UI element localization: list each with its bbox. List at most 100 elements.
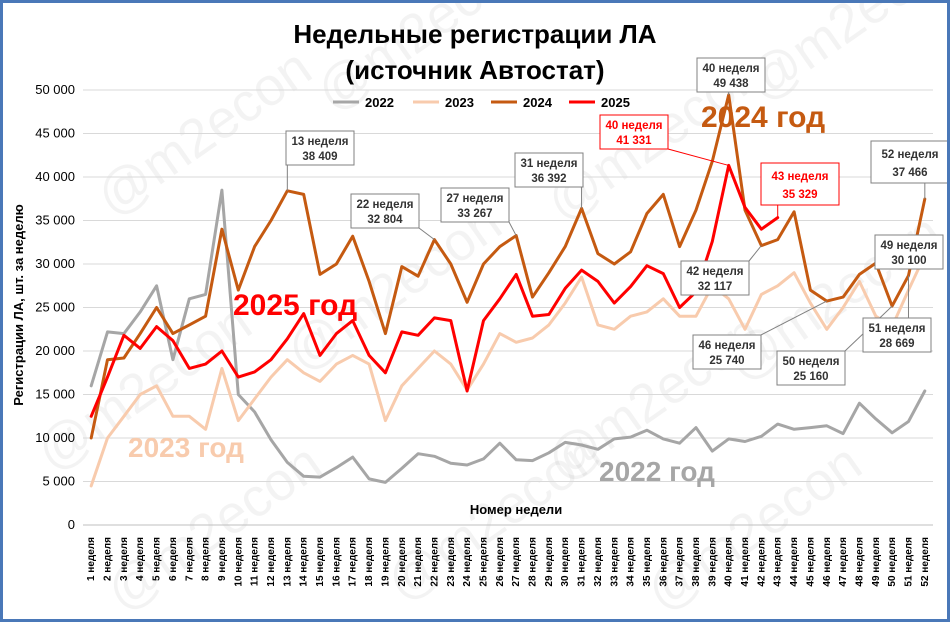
callout-box: [776, 350, 846, 386]
callout-box: [514, 152, 584, 188]
x-tick-label: 16 неделя: [331, 537, 342, 587]
x-tick-label: 3 неделя: [119, 537, 130, 581]
callout-value: 30 100: [891, 255, 926, 267]
callout-value: 25 740: [709, 355, 744, 367]
callout-week: 31 неделя: [520, 158, 577, 170]
y-tick-label: 5 000: [42, 474, 75, 489]
y-tick-label: 10 000: [35, 430, 75, 445]
x-tick-label: 45 неделя: [805, 537, 816, 587]
x-tick-label: 42 неделя: [756, 537, 767, 587]
callout-week: 52 неделя: [881, 149, 938, 161]
x-tick-label: 29 неделя: [544, 537, 555, 587]
callout-box: [870, 140, 947, 184]
x-tick-label: 38 неделя: [691, 537, 702, 587]
legend-entry-2025: 2025: [601, 95, 630, 110]
x-tick-label: 12 неделя: [266, 537, 277, 587]
callout-box: [760, 162, 840, 206]
series-line-2025: [89, 163, 780, 418]
x-tick-label: 15 неделя: [315, 537, 326, 587]
callout-value: 28 669: [879, 338, 914, 350]
x-tick-label: 51 неделя: [903, 537, 914, 587]
y-tick-label: 15 000: [35, 387, 75, 402]
callout-week: 43 неделя: [771, 171, 828, 183]
x-tick-label: 2 неделя: [103, 537, 114, 581]
series-line-2023: [89, 253, 927, 488]
x-tick-label: 43 неделя: [773, 537, 784, 587]
callout-week: 40 неделя: [605, 120, 662, 132]
x-tick-label: 36 неделя: [658, 537, 669, 587]
series-label-2023: 2023 год: [128, 432, 244, 463]
callout-box: [874, 234, 944, 270]
callout-box: [692, 334, 762, 370]
legend-entry-2024: 2024: [523, 95, 553, 110]
callout-week: 40 неделя: [702, 63, 759, 75]
x-tick-label: 34 неделя: [626, 537, 637, 587]
callout-value: 36 392: [531, 173, 566, 185]
series-lines: [89, 93, 927, 488]
callout-box: [440, 187, 510, 223]
callout-week: 22 неделя: [356, 199, 413, 211]
x-tick-label: 7 неделя: [184, 537, 195, 581]
callout-box: [599, 114, 669, 150]
callout-week: 51 неделя: [868, 323, 925, 335]
x-tick-label: 28 неделя: [528, 537, 539, 587]
x-tick-label: 19 неделя: [380, 537, 391, 587]
x-tick-label: 24 неделя: [462, 537, 473, 587]
x-tick-label: 31 неделя: [577, 537, 588, 587]
series-label-2025: 2025 год: [233, 289, 357, 322]
x-tick-label: 13 неделя: [282, 537, 293, 587]
watermark-layer: @m2econ@m2econ@m2econ@m2econ@m2econ@m2ec…: [25, 3, 947, 619]
watermark-text: @m2econ: [735, 3, 947, 113]
x-tick-label: 23 неделя: [446, 537, 457, 587]
x-tick-label: 48 неделя: [854, 537, 865, 587]
callout-value: 32 804: [367, 214, 403, 226]
callout-box: [696, 57, 766, 93]
callout-week: 50 неделя: [782, 356, 839, 368]
x-tick-label: 21 неделя: [413, 537, 424, 587]
x-tick-label: 39 неделя: [707, 537, 718, 587]
callout-value: 33 267: [457, 208, 492, 220]
callout-week: 46 неделя: [698, 340, 755, 352]
callout-value: 38 409: [302, 151, 337, 163]
x-tick-label: 8 неделя: [201, 537, 212, 581]
x-tick-label: 1 неделя: [86, 537, 97, 581]
callout-value: 32 117: [698, 281, 733, 293]
x-tick-label: 49 неделя: [871, 537, 882, 587]
series-label-2022: 2022 год: [599, 456, 715, 487]
x-tick-label: 40 неделя: [724, 537, 735, 587]
callout-value: 41 331: [616, 135, 652, 147]
x-tick-label: 5 неделя: [152, 537, 163, 581]
callout-value: 49 438: [713, 78, 749, 90]
x-tick-label: 20 неделя: [397, 537, 408, 587]
callout-week: 42 неделя: [686, 266, 743, 278]
chart-title: Недельные регистрации ЛА: [293, 19, 656, 49]
legend-entry-2023: 2023: [445, 95, 474, 110]
callout-leader: [760, 300, 827, 336]
callout-box: [350, 193, 420, 229]
x-tick-label: 44 неделя: [789, 537, 800, 587]
x-tick-label: 32 неделя: [593, 537, 604, 587]
y-tick-label: 25 000: [35, 300, 75, 315]
callout-value: 25 160: [793, 371, 828, 383]
x-tick-label: 46 неделя: [822, 537, 833, 587]
chart-subtitle: (источник Автостат): [345, 55, 604, 85]
x-tick-label: 41 неделя: [740, 537, 751, 587]
callout-leader: [667, 148, 729, 166]
legend: 2022 2023 2024 2025: [333, 95, 630, 110]
x-tick-label: 9 неделя: [217, 537, 228, 581]
x-tick-label: 4 неделя: [135, 537, 146, 581]
callout-leader: [508, 221, 517, 236]
y-axis-ticks: 0 5 000 10 000 15 000 20 000 25 000 30 000 35 0…: [35, 82, 75, 532]
x-tick-label: 33 неделя: [609, 537, 620, 587]
x-axis-ticks: 1 неделя 2 неделя 3 неделя 4 неделя 5 неделя…: [86, 537, 931, 587]
x-tick-label: 11 неделя: [250, 537, 261, 586]
x-axis-label: Номер недели: [470, 502, 562, 517]
y-tick-label: 20 000: [35, 343, 75, 358]
x-tick-label: 35 неделя: [642, 537, 653, 587]
callout-value: 35 329: [782, 189, 817, 201]
callout-box: [680, 260, 750, 296]
callout-leader: [748, 245, 762, 262]
x-tick-label: 18 неделя: [364, 537, 375, 587]
callout-leader: [418, 227, 435, 241]
x-tick-label: 17 неделя: [348, 537, 359, 587]
